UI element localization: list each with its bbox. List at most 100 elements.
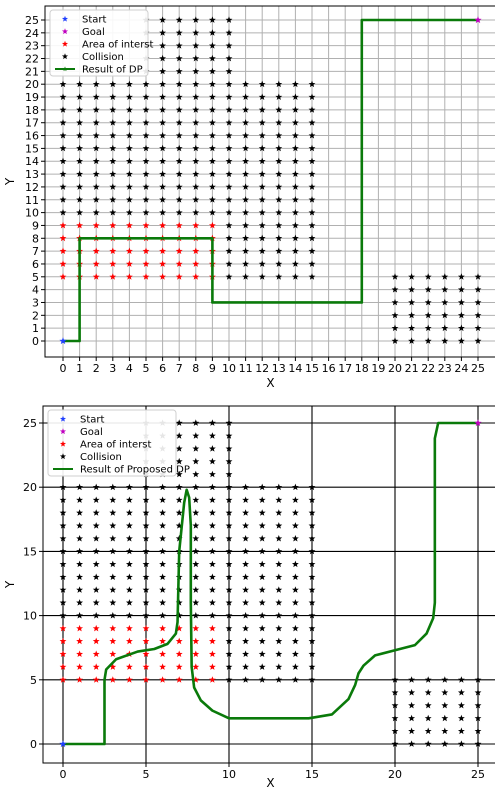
interest-point [208,637,216,645]
interest-point [59,260,67,267]
collision-point [192,16,200,23]
interest-point [142,221,150,229]
collision-point [258,663,266,670]
collision-point [441,337,449,344]
collision-point [242,522,250,529]
collision-point [142,599,150,606]
collision-point [225,29,233,36]
collision-point [391,324,399,332]
legend-box [47,409,177,477]
collision-point [474,324,482,332]
interest-point [175,663,183,670]
interest-point [192,650,200,658]
collision-point [258,209,266,216]
collision-point [59,612,67,619]
collision-point [275,496,283,503]
collision-point [109,560,117,568]
collision-point [192,599,200,606]
collision-point [59,209,67,216]
collision-point [308,573,316,580]
collision-point [308,183,316,190]
collision-point [59,93,67,100]
interest-point [142,676,150,683]
collision-point [192,496,200,503]
collision-point [159,496,167,503]
collision-point [208,209,216,216]
collision-point [208,419,216,426]
collision-point [192,93,200,100]
collision-point [225,131,233,139]
collision-point [142,80,150,88]
collision-point [59,586,67,593]
collision-point [258,144,266,152]
x-tick-label: 6 [159,362,166,375]
collision-point [424,676,432,683]
collision-point [242,637,250,645]
collision-point [391,740,399,747]
x-tick-label: 0 [60,362,67,375]
collision-point [225,106,233,113]
collision-point [242,496,250,503]
collision-point [275,599,283,606]
interest-point [76,624,84,632]
collision-point [142,106,150,113]
collision-point [291,624,299,632]
interest-point [125,221,133,229]
collision-point [225,509,233,516]
interest-point [59,247,67,255]
collision-point [125,522,133,529]
collision-point [142,586,150,593]
collision-point [159,157,167,165]
collision-point [408,286,416,293]
collision-point [275,234,283,242]
collision-point [225,534,233,542]
collision-point [408,324,416,332]
collision-point [424,337,432,344]
collision-point [308,586,316,593]
collision-point [92,157,100,165]
collision-point [258,196,266,203]
y-tick-label: 11 [25,194,39,207]
collision-point [308,534,316,542]
y-tick-label: 0 [32,335,39,348]
collision-point [59,522,67,529]
collision-point [408,273,416,280]
interest-point [208,650,216,658]
collision-point [258,496,266,503]
collision-point [192,80,200,88]
start-point [59,337,67,345]
y-tick-label: 20 [25,78,39,91]
interest-point [109,624,117,632]
collision-point [208,93,216,100]
y-tick-label: 10 [25,207,39,220]
collision-point [175,534,183,542]
collision-point [159,534,167,542]
collision-point [242,93,250,100]
collision-point [258,131,266,139]
interest-point [142,260,150,267]
collision-point [225,260,233,267]
collision-point [242,209,250,216]
interest-point [59,650,67,658]
collision-point [159,560,167,568]
interest-point [109,676,117,683]
collision-point [125,547,133,555]
interest-point [92,650,100,658]
collision-point [175,457,183,465]
collision-point [59,183,67,190]
interest-point [142,273,150,280]
collision-point [308,676,316,683]
collision-point [225,637,233,645]
collision-point [424,324,432,332]
collision-point [192,522,200,529]
collision-point [109,573,117,580]
collision-point [76,93,84,100]
y-tick-label: 1 [32,322,39,335]
collision-point [291,234,299,242]
collision-point [391,337,399,344]
x-tick-label: 5 [143,362,150,375]
y-tick-label: 19 [25,91,39,104]
collision-point [457,286,465,293]
interest-point [76,221,84,229]
collision-point [258,599,266,606]
